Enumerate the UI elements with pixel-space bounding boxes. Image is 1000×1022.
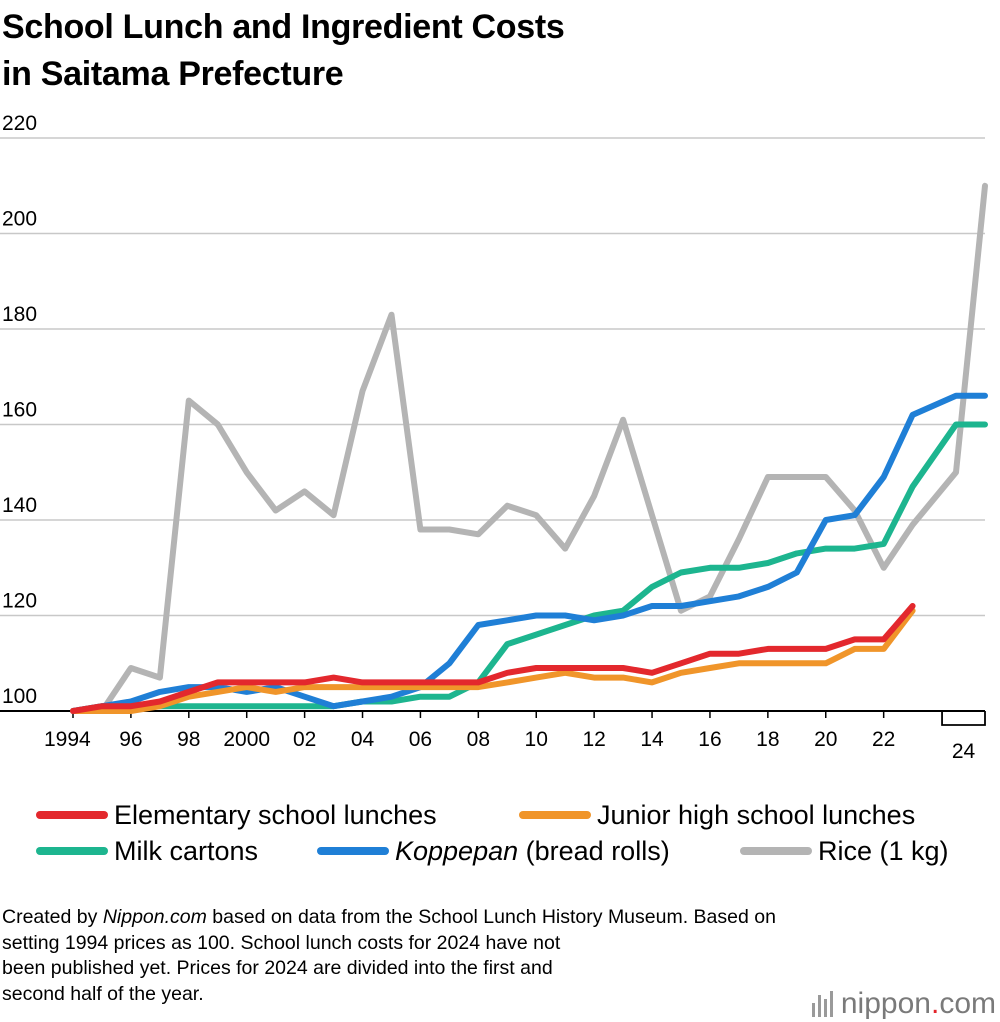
series-line-4 [70,603,916,714]
x-tick-label-98: 98 [177,728,200,751]
x-tick-label-10: 10 [525,728,548,751]
y-axis-ticks: 100 120 140 160 180 200 220 [2,112,37,708]
legend-swatch-koppepan [317,847,389,855]
x-tick-label-14: 14 [640,728,664,751]
x-axis-ticks: 1994 96 98 2000 02 04 06 08 10 12 14 16 18 20 22 24 [44,711,986,763]
legend-label-elementary: Elementary school lunches [114,800,437,830]
series-line-3 [70,607,916,714]
note-source-name: Nippon.com [102,906,207,928]
x-tick-label-04: 04 [351,728,375,751]
legend-item-elementary: Elementary school lunches [36,798,437,832]
x-tick-label-16: 16 [698,728,721,751]
note-line-1a: Created by [2,906,103,928]
series-lines [70,182,988,714]
x-tick-label-12: 12 [582,728,605,751]
logo-name: nippon [840,987,931,1020]
source-note: Created by Nippon.com based on data from… [2,905,1000,1007]
legend-label-rice: Rice (1 kg) [818,836,949,866]
x-tick-label-22: 22 [872,728,895,751]
line-chart: 100 120 140 160 180 200 220 1994 96 98 2000 02 04 06… [0,112,988,763]
x-tick-label-02: 02 [293,728,316,751]
chart-title-line-2: in Saitama Prefecture [2,55,344,93]
logo-dot: . [930,987,940,1020]
legend-label-koppepan-italic: Koppepan [395,836,519,866]
x-tick-label-24: 24 [952,740,976,763]
y-tick-label-220: 220 [2,112,37,135]
x-tick-label-18: 18 [756,728,779,751]
y-tick-label-100: 100 [2,685,37,708]
note-line-1b: based on data from the School Lunch Hist… [206,906,776,928]
legend-swatch-milk [36,847,108,855]
legend-item-junior-high: Junior high school lunches [519,798,915,832]
note-line-2: setting 1994 prices as 100. School lunch… [2,931,561,954]
y-tick-label-120: 120 [2,590,37,613]
series-line-0 [70,182,988,714]
x-tick-label-1994: 1994 [44,728,91,751]
chart-title-line-1: School Lunch and Ingredient Costs [2,8,565,46]
legend-swatch-rice [740,847,812,855]
legend-item-rice: Rice (1 kg) [740,834,949,868]
series-line-2 [70,392,988,714]
legend-item-milk: Milk cartons [36,834,258,868]
legend-item-koppepan: Koppepan (bread rolls) [317,834,670,868]
y-tick-label-200: 200 [2,208,37,231]
legend-label-milk: Milk cartons [114,836,259,866]
note-line-3: been published yet. Prices for 2024 are … [2,957,553,979]
logo-bars-icon [811,991,833,1017]
y-tick-label-160: 160 [2,399,37,422]
legend-label-koppepan: (bread rolls) [525,836,670,866]
y-tick-label-140: 140 [2,494,37,517]
x-tick-label-06: 06 [409,728,432,751]
legend-swatch-elementary [36,811,108,819]
y-tick-label-180: 180 [2,303,37,326]
chart-title: School Lunch and Ingredient Costs in Sai… [2,4,565,98]
note-line-4: second half of the year. [2,982,204,1005]
legend-label-junior-high: Junior high school lunches [597,800,916,830]
legend-swatch-junior-high [519,811,591,819]
logo-suffix: com [939,987,996,1020]
x-tick-label-20: 20 [814,728,837,751]
x-tick-label-2000: 2000 [223,728,270,751]
series-line-1 [70,421,988,714]
x-tick-label-08: 08 [467,728,490,751]
x-bracket-24 [941,711,986,726]
nippon-logo: nippon. com [811,987,996,1021]
x-tick-label-96: 96 [119,728,142,751]
